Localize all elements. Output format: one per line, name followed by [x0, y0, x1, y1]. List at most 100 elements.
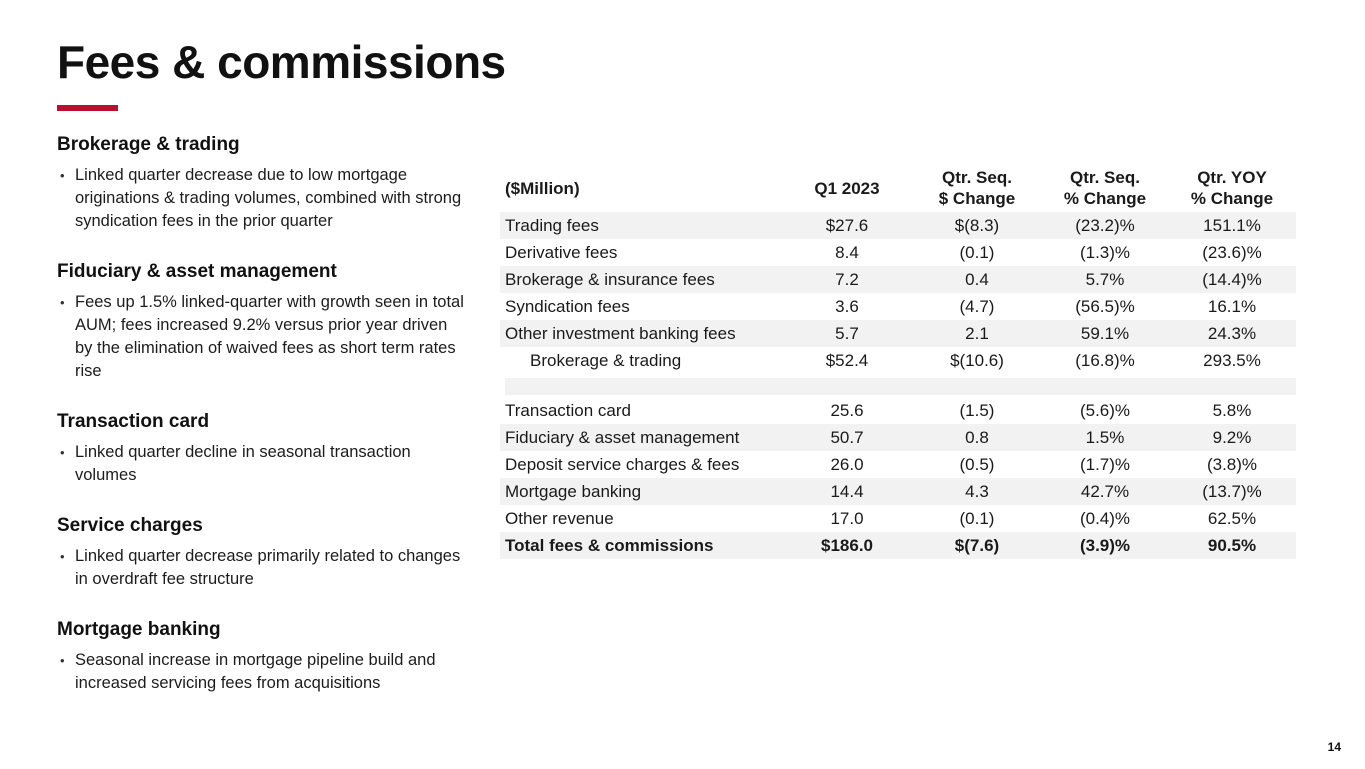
table-row: Fiduciary & asset management 50.7 0.8 1.5% 9… — [500, 424, 1296, 451]
row-value: (1.7)% — [1079, 455, 1131, 474]
row-value: (4.7) — [959, 297, 995, 316]
bullet-text: Linked quarter decline in seasonal trans… — [75, 443, 411, 484]
row-value: 5.8% — [1212, 401, 1252, 420]
row-value: 0.4 — [965, 270, 989, 289]
row-value: 24.3% — [1207, 324, 1257, 343]
commentary-section: Service charges • Linked quarter decrease … — [57, 514, 465, 591]
row-value: (5.6)% — [1079, 401, 1131, 420]
bullet-text: Linked quarter decrease due to low mortg… — [75, 166, 462, 230]
bullet-list: • Seasonal increase in mortgage pipeline … — [57, 649, 465, 695]
table-row: Mortgage banking 14.4 4.3 42.7% (13.7)% — [500, 478, 1296, 505]
row-value: 0.8 — [965, 428, 989, 447]
commentary-section: Brokerage & trading • Linked quarter decre… — [57, 133, 465, 233]
bullet-item: • Fees up 1.5% linked-quarter with growth… — [57, 291, 465, 383]
column-header: Qtr. Seq. $ Change — [938, 168, 1016, 208]
row-label: Trading fees — [505, 216, 599, 235]
bullet-icon: • — [60, 653, 65, 668]
row-value: 17.0 — [830, 509, 864, 528]
row-value: 7.2 — [835, 270, 859, 289]
row-value: $(8.3) — [954, 216, 1000, 235]
row-value: $(7.6) — [954, 536, 1000, 555]
row-value: (56.5)% — [1075, 297, 1135, 316]
row-value: 4.3 — [965, 482, 989, 501]
row-value: 90.5% — [1207, 536, 1257, 555]
bullet-text: Fees up 1.5% linked-quarter with growth … — [75, 293, 464, 380]
spacer-row — [500, 374, 1296, 397]
row-label: Brokerage & trading — [530, 351, 682, 370]
fees-commissions-table: ($Million) Q1 2023 Qtr. Seq. $ Change Qtr. … — [500, 164, 1296, 559]
bullet-icon: • — [60, 168, 65, 183]
bullet-icon: • — [60, 295, 65, 310]
bullet-item: • Linked quarter decrease primarily relat… — [57, 545, 465, 591]
row-label: Fiduciary & asset management — [505, 428, 740, 447]
bullet-icon: • — [60, 549, 65, 564]
row-value: $(10.6) — [950, 351, 1004, 370]
row-label: Total fees & commissions — [505, 536, 714, 555]
row-value: 151.1% — [1203, 216, 1261, 235]
page-number: 14 — [1327, 740, 1341, 754]
row-value: (13.7)% — [1202, 482, 1262, 501]
table-row: Total fees & commissions $186.0 $(7.6) (3.9… — [500, 532, 1296, 559]
row-value: 5.7 — [835, 324, 859, 343]
table-row: Other revenue 17.0 (0.1) (0.4)% 62.5% — [500, 505, 1296, 532]
spacer-band — [505, 378, 1296, 395]
column-header: Qtr. YOY % Change — [1190, 168, 1274, 208]
commentary-column: Brokerage & trading • Linked quarter decre… — [57, 133, 465, 722]
bullet-text: Seasonal increase in mortgage pipeline b… — [75, 651, 436, 692]
bullet-list: • Linked quarter decrease primarily relat… — [57, 545, 465, 591]
row-value: 50.7 — [830, 428, 864, 447]
row-value: 25.6 — [830, 401, 864, 420]
table-row: Deposit service charges & fees 26.0 (0.5) (… — [500, 451, 1296, 478]
row-value: $27.6 — [825, 216, 869, 235]
table-row: Transaction card 25.6 (1.5) (5.6)% 5.8% — [500, 397, 1296, 424]
row-value: $52.4 — [825, 351, 869, 370]
section-heading: Service charges — [57, 515, 203, 536]
title-accent-bar — [57, 105, 118, 111]
table-header: ($Million) Q1 2023 Qtr. Seq. $ Change Qtr. … — [500, 164, 1296, 212]
row-label: Derivative fees — [505, 243, 618, 262]
unit-column-header: ($Million) — [505, 178, 580, 198]
commentary-section: Transaction card • Linked quarter decline … — [57, 410, 465, 487]
commentary-section: Fiduciary & asset management • Fees up 1.5… — [57, 260, 465, 383]
fees-table: ($Million) Q1 2023 Qtr. Seq. $ Change Qtr. … — [500, 164, 1296, 559]
row-label: Syndication fees — [505, 297, 630, 316]
table-row: Brokerage & trading $52.4 $(10.6) (16.8)% 29… — [500, 347, 1296, 374]
row-value: 9.2% — [1212, 428, 1252, 447]
row-value: (16.8)% — [1075, 351, 1135, 370]
bullet-item: • Linked quarter decline in seasonal tran… — [57, 441, 465, 487]
bullet-list: • Linked quarter decline in seasonal tran… — [57, 441, 465, 487]
table-row: Trading fees $27.6 $(8.3) (23.2)% 151.1% — [500, 212, 1296, 239]
table-header-row: ($Million) Q1 2023 Qtr. Seq. $ Change Qtr. … — [500, 164, 1296, 212]
table-row: Brokerage & insurance fees 7.2 0.4 5.7% (14.… — [500, 266, 1296, 293]
table-row: Other investment banking fees 5.7 2.1 59.1%… — [500, 320, 1296, 347]
row-label: Brokerage & insurance fees — [505, 270, 715, 289]
row-value: 8.4 — [835, 243, 859, 262]
row-value: (0.5) — [959, 455, 995, 474]
row-value: 14.4 — [830, 482, 864, 501]
page-title: Fees & commissions — [57, 36, 506, 88]
column-header: Q1 2023 — [814, 178, 880, 198]
row-value: 62.5% — [1207, 509, 1257, 528]
row-value: (0.4)% — [1079, 509, 1131, 528]
row-value: 26.0 — [830, 455, 864, 474]
row-value: $186.0 — [821, 536, 873, 555]
row-value: (1.5) — [959, 401, 995, 420]
spacer-cell — [500, 374, 1296, 397]
bullet-text: Linked quarter decrease primarily relate… — [75, 547, 461, 588]
row-label: Deposit service charges & fees — [505, 455, 740, 474]
row-value: (23.2)% — [1075, 216, 1135, 235]
row-value: 2.1 — [965, 324, 989, 343]
row-value: 59.1% — [1080, 324, 1130, 343]
row-value: (3.8)% — [1206, 455, 1258, 474]
commentary-section: Mortgage banking • Seasonal increase in mo… — [57, 618, 465, 695]
row-value: 293.5% — [1203, 351, 1261, 370]
section-heading: Brokerage & trading — [57, 134, 240, 155]
row-value: 1.5% — [1085, 428, 1125, 447]
bullet-icon: • — [60, 445, 65, 460]
row-value: 16.1% — [1207, 297, 1257, 316]
column-header: Qtr. Seq. % Change — [1063, 168, 1147, 208]
table-body: Trading fees $27.6 $(8.3) (23.2)% 151.1% Deri… — [500, 212, 1296, 559]
row-value: (23.6)% — [1202, 243, 1262, 262]
bullet-item: • Seasonal increase in mortgage pipeline … — [57, 649, 465, 695]
row-label: Other investment banking fees — [505, 324, 736, 343]
